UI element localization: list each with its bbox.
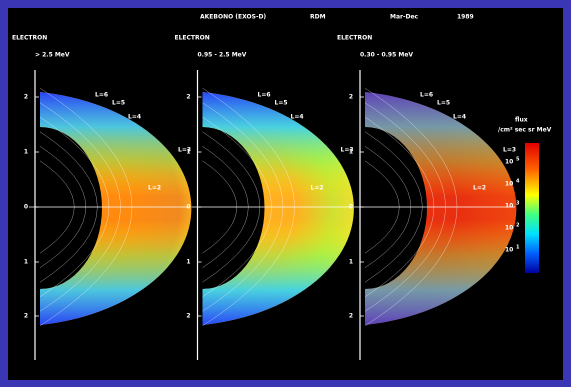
- energy: 0.30 - 0.95 MeV: [360, 52, 413, 59]
- colorbar-base: 10: [505, 159, 513, 166]
- axis-label: 2: [349, 94, 353, 101]
- axis-label: 2: [349, 313, 353, 320]
- axis-label: 2: [24, 313, 28, 320]
- colorbar-base: 10: [505, 225, 513, 232]
- mission: AKEBONO (EXOS-D): [200, 14, 266, 21]
- species: ELECTRON: [12, 35, 47, 42]
- axis-label: 1: [186, 149, 190, 156]
- l-shell-label: L=3: [503, 147, 516, 154]
- axis-label: 0: [24, 204, 28, 211]
- axis-label: 1: [24, 149, 28, 156]
- colorbar-exponent: 5: [516, 157, 520, 163]
- energy: > 2.5 MeV: [35, 52, 70, 59]
- colorbar-base: 10: [505, 203, 513, 210]
- axis-label: 1: [349, 259, 353, 266]
- l-shell-label: L=6: [95, 92, 108, 99]
- l-shell-label: L=5: [275, 100, 288, 107]
- l-shell-label: L=2: [473, 185, 486, 192]
- colorbar-base: 10: [505, 181, 513, 188]
- axis-label: 2: [24, 94, 28, 101]
- l-shell-label: L=2: [148, 185, 161, 192]
- axis-label: 2: [186, 94, 190, 101]
- l-shell-label: L=6: [420, 92, 433, 99]
- l-shell-label: L=2: [311, 185, 324, 192]
- axis-label: 2: [186, 313, 190, 320]
- l-shell-label: L=6: [258, 92, 271, 99]
- l-shell-label: L=5: [112, 100, 125, 107]
- l-shell-label: L=5: [437, 100, 450, 107]
- axis-label: 0: [186, 204, 190, 211]
- colorbar-base: 10: [505, 247, 513, 254]
- colorbar-units: /cm² sec sr MeV: [498, 127, 552, 134]
- axis-label: 1: [186, 259, 190, 266]
- colorbar-exponent: 3: [516, 201, 520, 207]
- figure: AKEBONO (EXOS-D) RDM Mar-Dec 1989 ELECTR…: [0, 0, 571, 387]
- energy: 0.95 - 2.5 MeV: [198, 52, 247, 59]
- colorbar-exponent: 4: [516, 179, 520, 185]
- instrument: RDM: [310, 14, 326, 21]
- period: Mar-Dec: [390, 14, 419, 21]
- l-shell-label: L=4: [291, 114, 304, 121]
- axis-label: 1: [349, 149, 353, 156]
- colorbar-title: flux: [515, 117, 528, 124]
- colorbar-exponent: 1: [516, 245, 520, 251]
- axis-label: 1: [24, 259, 28, 266]
- colorbar: [525, 143, 539, 273]
- species: ELECTRON: [337, 35, 372, 42]
- year: 1989: [457, 14, 474, 21]
- l-shell-label: L=4: [453, 114, 466, 121]
- species: ELECTRON: [175, 35, 210, 42]
- axis-label: 0: [349, 204, 353, 211]
- l-shell-label: L=4: [128, 114, 141, 121]
- colorbar-exponent: 2: [516, 223, 520, 229]
